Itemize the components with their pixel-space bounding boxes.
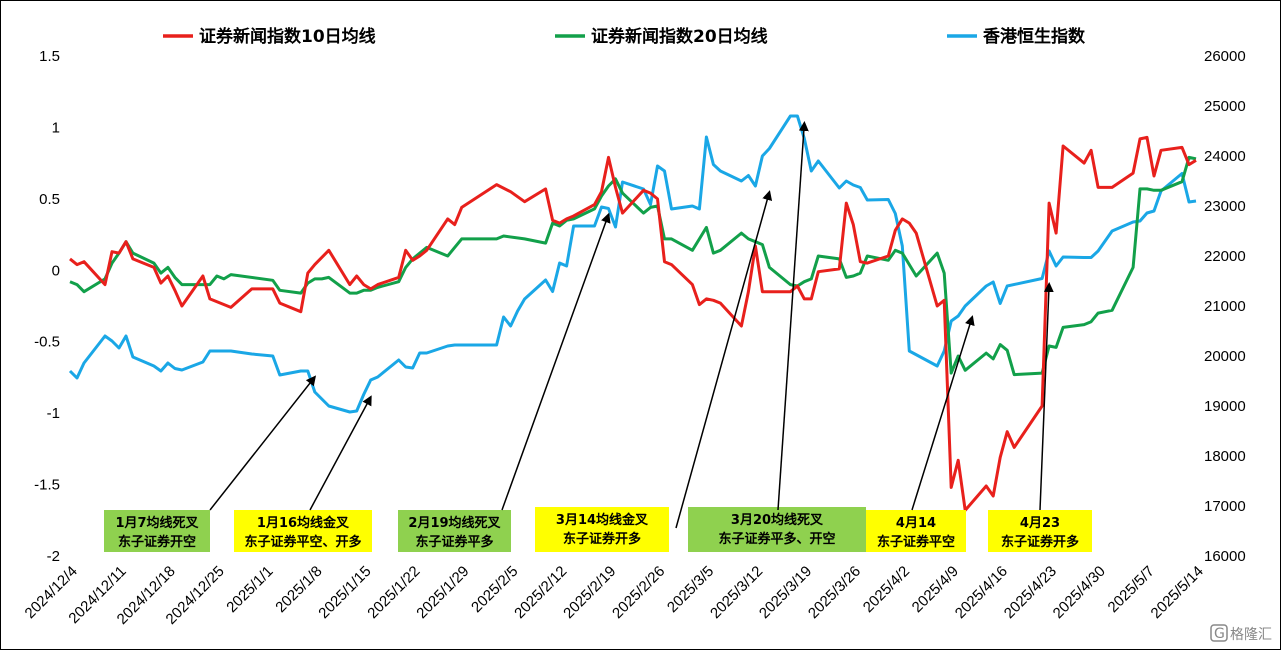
annotation-arrow (501, 212, 611, 511)
x-tick-label: 2025/4/16 (952, 563, 1011, 622)
right-tick-label: 22000 (1204, 248, 1246, 265)
annotation-text: 东子证券平多、开空 (718, 531, 835, 547)
x-tick-label: 2025/1/15 (315, 563, 374, 622)
x-tick-label: 2025/2/12 (511, 563, 570, 622)
annotation-arrow (1039, 282, 1054, 511)
legend-label-20d: 证券新闻指数20日均线 (591, 26, 768, 47)
x-tick-label: 2025/3/19 (756, 563, 815, 622)
x-tick-label: 2025/1/29 (413, 563, 472, 622)
gelonghui-logo-icon (1210, 624, 1228, 642)
left-tick-label: 0.5 (39, 191, 60, 208)
annotation-box (988, 510, 1092, 552)
annotation-text: 3月20均线死叉 (731, 512, 824, 528)
legend-label-10d: 证券新闻指数10日均线 (199, 26, 376, 47)
annotation-text: 4月23 (1020, 516, 1060, 531)
x-tick-label: 2025/4/30 (1050, 563, 1109, 622)
legend-label-hsi: 香港恒生指数 (983, 26, 1086, 47)
annotation-text: 东子证券开多 (1001, 534, 1079, 550)
series-line-1 (69, 155, 1197, 377)
x-axis-ticks: 2024/12/42024/12/112024/12/182024/12/252… (22, 563, 1207, 628)
annotation-text: 1月7均线死叉 (115, 515, 199, 531)
right-tick-label: 25000 (1204, 98, 1246, 115)
watermark-logo-glyph: G (1214, 626, 1225, 642)
annotation-text: 1月16均线金叉 (257, 515, 350, 531)
right-tick-label: 16000 (1204, 548, 1246, 565)
x-tick-label: 2025/2/19 (560, 563, 619, 622)
annotation-6: 4月23 东子证券开多 (988, 282, 1092, 552)
annotation-box (398, 510, 511, 552)
annotation-arrow (911, 315, 975, 511)
x-tick-label: 2025/2/26 (609, 563, 668, 622)
left-tick-label: 1 (52, 119, 60, 136)
annotation-arrow (309, 395, 372, 511)
left-tick-label: -1 (47, 405, 60, 422)
series-line-0 (69, 135, 1197, 512)
left-tick-label: -1.5 (34, 477, 60, 494)
annotation-arrow (209, 375, 317, 511)
annotation-text: 3月14均线金叉 (556, 512, 649, 528)
x-tick-label: 2025/5/14 (1148, 563, 1207, 622)
right-tick-label: 18000 (1204, 448, 1246, 465)
x-tick-label: 2025/4/2 (860, 563, 913, 616)
right-tick-label: 26000 (1204, 48, 1246, 65)
left-axis-ticks: 1.5 1 0.5 0 -0.5 -1 -1.5 -2 (34, 48, 60, 565)
left-tick-label: 1.5 (39, 48, 60, 65)
right-tick-label: 20000 (1204, 348, 1246, 365)
annotation-arrow (675, 190, 773, 529)
annotation-text: 2月19均线死叉 (408, 515, 501, 531)
legend: 证券新闻指数10日均线 证券新闻指数20日均线 香港恒生指数 (163, 26, 1086, 47)
right-tick-label: 19000 (1204, 398, 1246, 415)
annotation-text: 东子证券开多 (563, 531, 641, 547)
right-tick-label: 17000 (1204, 498, 1246, 515)
x-tick-label: 2025/3/26 (805, 563, 864, 622)
left-tick-label: 0 (52, 262, 60, 279)
annotation-text: 东子证券平多 (415, 534, 493, 550)
annotation-box (535, 507, 669, 552)
x-tick-label: 2025/1/22 (364, 563, 423, 622)
left-tick-label: -2 (47, 548, 60, 565)
right-tick-label: 21000 (1204, 298, 1246, 315)
annotation-box (234, 510, 372, 552)
annotation-box (104, 510, 210, 552)
series-line-2 (68, 114, 1197, 414)
annotation-box (688, 507, 866, 552)
annotation-text: 东子证券平空 (877, 534, 955, 550)
x-tick-label: 2025/3/12 (707, 563, 766, 622)
right-tick-label: 24000 (1204, 148, 1246, 165)
annotation-text: 东子证券平空、开多 (244, 534, 361, 550)
annotation-text: 4月14 (896, 516, 936, 531)
annotation-5: 4月14 东子证券平空 (866, 315, 975, 552)
annotation-arrow (777, 121, 809, 511)
annotation-box (866, 510, 966, 552)
left-tick-label: -0.5 (34, 334, 60, 351)
x-tick-label: 2025/1/1 (223, 563, 276, 616)
right-tick-label: 23000 (1204, 198, 1246, 215)
watermark: G 格隆汇 (1210, 624, 1272, 643)
right-axis-ticks: 26000 25000 24000 23000 22000 21000 20000 19000… (1204, 48, 1246, 565)
x-tick-label: 2025/4/23 (1001, 563, 1060, 622)
annotation-text: 东子证券开空 (118, 534, 196, 550)
watermark-text: 格隆汇 (1230, 627, 1272, 643)
annotations: 1月7均线死叉东子证券开空1月16均线金叉东子证券平空、开多2月19均线死叉东子… (104, 121, 1092, 552)
series-lines (68, 114, 1197, 512)
